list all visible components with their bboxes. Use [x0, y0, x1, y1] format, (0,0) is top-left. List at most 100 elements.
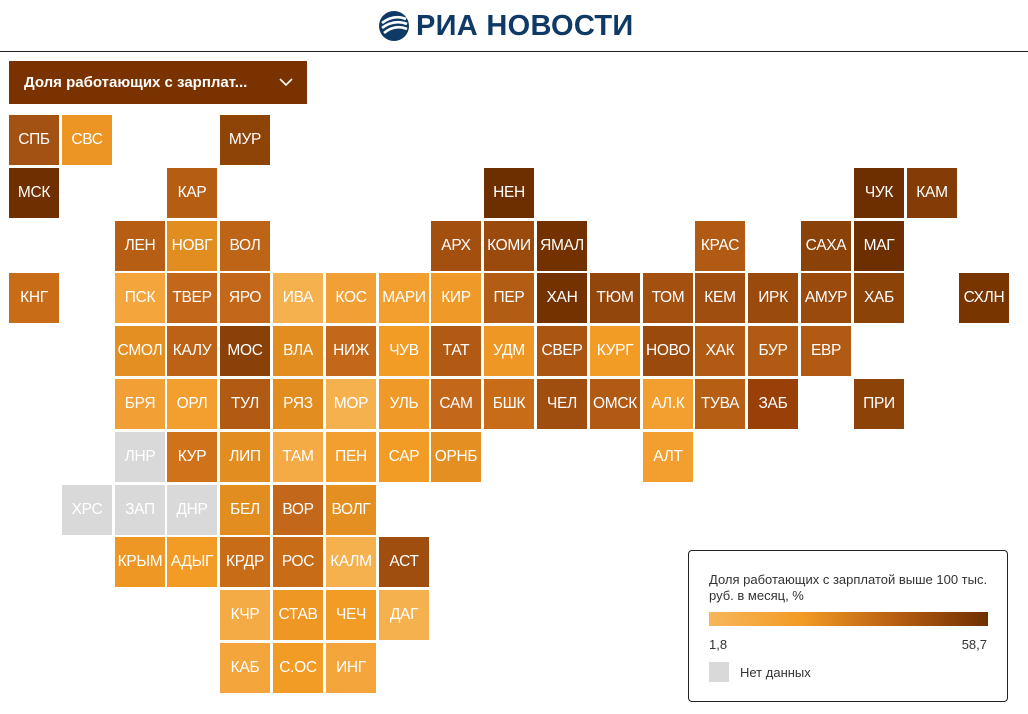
- region-tile-65[interactable]: ТАМ: [273, 432, 323, 482]
- region-tile-6[interactable]: ЧУК: [854, 168, 904, 218]
- region-tile-41[interactable]: УДМ: [484, 326, 534, 376]
- region-tile-36[interactable]: МОС: [220, 326, 270, 376]
- region-tile-37[interactable]: ВЛА: [273, 326, 323, 376]
- region-tile-67[interactable]: САР: [379, 432, 429, 482]
- nodata-label: Нет данных: [740, 665, 811, 680]
- region-tile-20[interactable]: ЯРО: [220, 273, 270, 323]
- region-tile-5[interactable]: НЕН: [484, 168, 534, 218]
- region-tile-18[interactable]: ПСК: [115, 273, 165, 323]
- region-tile-24[interactable]: КИР: [431, 273, 481, 323]
- region-tile-56[interactable]: ЧЕЛ: [537, 379, 587, 429]
- region-tile-9[interactable]: НОВГ: [167, 221, 217, 271]
- region-tile-80[interactable]: КАЛМ: [326, 537, 376, 587]
- region-tile-49[interactable]: ОРЛ: [167, 379, 217, 429]
- region-tile-15[interactable]: САХА: [801, 221, 851, 271]
- region-tile-87[interactable]: С.ОС: [273, 643, 323, 693]
- region-tile-19[interactable]: ТВЕР: [167, 273, 217, 323]
- region-tile-72[interactable]: ДНР: [167, 485, 217, 535]
- legend-max-label: 58,7: [961, 637, 987, 652]
- region-tile-86[interactable]: КАБ: [220, 643, 270, 693]
- region-tile-16[interactable]: МАГ: [854, 221, 904, 271]
- region-tile-55[interactable]: БШК: [484, 379, 534, 429]
- region-tile-1[interactable]: СВС: [62, 115, 112, 165]
- region-tile-68[interactable]: ОРНБ: [431, 432, 481, 482]
- region-tile-14[interactable]: КРАС: [695, 221, 745, 271]
- region-tile-54[interactable]: САМ: [431, 379, 481, 429]
- region-tile-57[interactable]: ОМСК: [590, 379, 640, 429]
- legend-gradient-bar: [709, 612, 988, 626]
- region-tile-35[interactable]: КАЛУ: [167, 326, 217, 376]
- region-tile-32[interactable]: ХАБ: [854, 273, 904, 323]
- region-tile-0[interactable]: СПБ: [9, 115, 59, 165]
- region-tile-53[interactable]: УЛЬ: [379, 379, 429, 429]
- region-tile-31[interactable]: АМУР: [801, 273, 851, 323]
- region-tile-59[interactable]: ТУВА: [695, 379, 745, 429]
- region-tile-61[interactable]: ПРИ: [854, 379, 904, 429]
- region-tile-33[interactable]: СХЛН: [959, 273, 1009, 323]
- region-tile-52[interactable]: МОР: [326, 379, 376, 429]
- region-tile-38[interactable]: НИЖ: [326, 326, 376, 376]
- region-tile-22[interactable]: КОС: [326, 273, 376, 323]
- region-tile-27[interactable]: ТЮМ: [590, 273, 640, 323]
- region-tile-81[interactable]: АСТ: [379, 537, 429, 587]
- region-tile-74[interactable]: ВОР: [273, 485, 323, 535]
- nodata-swatch: [709, 662, 729, 682]
- legend-min-label: 1,8: [709, 637, 728, 652]
- region-tile-12[interactable]: КОМИ: [484, 221, 534, 271]
- region-tile-40[interactable]: ТАТ: [431, 326, 481, 376]
- region-tile-73[interactable]: БЕЛ: [220, 485, 270, 535]
- region-tile-71[interactable]: ЗАП: [115, 485, 165, 535]
- region-tile-69[interactable]: АЛТ: [643, 432, 693, 482]
- region-tile-63[interactable]: КУР: [167, 432, 217, 482]
- region-tile-64[interactable]: ЛИП: [220, 432, 270, 482]
- region-tile-26[interactable]: ХАН: [537, 273, 587, 323]
- site-header: РИА НОВОСТИ: [0, 0, 1028, 52]
- region-tile-79[interactable]: РОС: [273, 537, 323, 587]
- region-tile-30[interactable]: ИРК: [748, 273, 798, 323]
- region-tile-34[interactable]: СМОЛ: [115, 326, 165, 376]
- region-tile-75[interactable]: ВОЛГ: [326, 485, 376, 535]
- region-tile-51[interactable]: РЯЗ: [273, 379, 323, 429]
- region-tile-2[interactable]: МУР: [220, 115, 270, 165]
- region-tile-17[interactable]: КНГ: [9, 273, 59, 323]
- map-legend: Доля работающих с зарплатой выше 100 тыс…: [688, 550, 1008, 702]
- region-tile-48[interactable]: БРЯ: [115, 379, 165, 429]
- brand-logo[interactable]: РИА НОВОСТИ: [378, 10, 634, 42]
- region-tile-25[interactable]: ПЕР: [484, 273, 534, 323]
- chevron-down-icon: [279, 78, 293, 87]
- region-tile-21[interactable]: ИВА: [273, 273, 323, 323]
- region-tile-13[interactable]: ЯМАЛ: [537, 221, 587, 271]
- region-tile-47[interactable]: ЕВР: [801, 326, 851, 376]
- region-tile-23[interactable]: МАРИ: [379, 273, 429, 323]
- region-tile-50[interactable]: ТУЛ: [220, 379, 270, 429]
- region-tile-88[interactable]: ИНГ: [326, 643, 376, 693]
- region-tile-62[interactable]: ЛНР: [115, 432, 165, 482]
- region-tile-39[interactable]: ЧУВ: [379, 326, 429, 376]
- region-tile-84[interactable]: ЧЕЧ: [326, 590, 376, 640]
- region-tile-29[interactable]: КЕМ: [695, 273, 745, 323]
- region-tile-28[interactable]: ТОМ: [643, 273, 693, 323]
- region-tile-83[interactable]: СТАВ: [273, 590, 323, 640]
- region-tile-78[interactable]: КРДР: [220, 537, 270, 587]
- region-tile-85[interactable]: ДАГ: [379, 590, 429, 640]
- region-tile-43[interactable]: КУРГ: [590, 326, 640, 376]
- region-tile-10[interactable]: ВОЛ: [220, 221, 270, 271]
- region-tile-4[interactable]: КАР: [167, 168, 217, 218]
- region-tile-46[interactable]: БУР: [748, 326, 798, 376]
- region-tile-42[interactable]: СВЕР: [537, 326, 587, 376]
- region-tile-3[interactable]: МСК: [9, 168, 59, 218]
- region-tile-60[interactable]: ЗАБ: [748, 379, 798, 429]
- region-tile-8[interactable]: ЛЕН: [115, 221, 165, 271]
- indicator-dropdown[interactable]: Доля работающих с зарплат...: [9, 61, 307, 104]
- region-tile-7[interactable]: КАМ: [907, 168, 957, 218]
- region-tile-77[interactable]: АДЫГ: [167, 537, 217, 587]
- region-tile-70[interactable]: ХРС: [62, 485, 112, 535]
- region-tile-58[interactable]: АЛ.К: [643, 379, 693, 429]
- ria-globe-icon: [379, 11, 409, 41]
- region-tile-76[interactable]: КРЫМ: [115, 537, 165, 587]
- region-tile-66[interactable]: ПЕН: [326, 432, 376, 482]
- region-tile-45[interactable]: ХАК: [695, 326, 745, 376]
- region-tile-82[interactable]: КЧР: [220, 590, 270, 640]
- region-tile-11[interactable]: АРХ: [431, 221, 481, 271]
- region-tile-44[interactable]: НОВО: [643, 326, 693, 376]
